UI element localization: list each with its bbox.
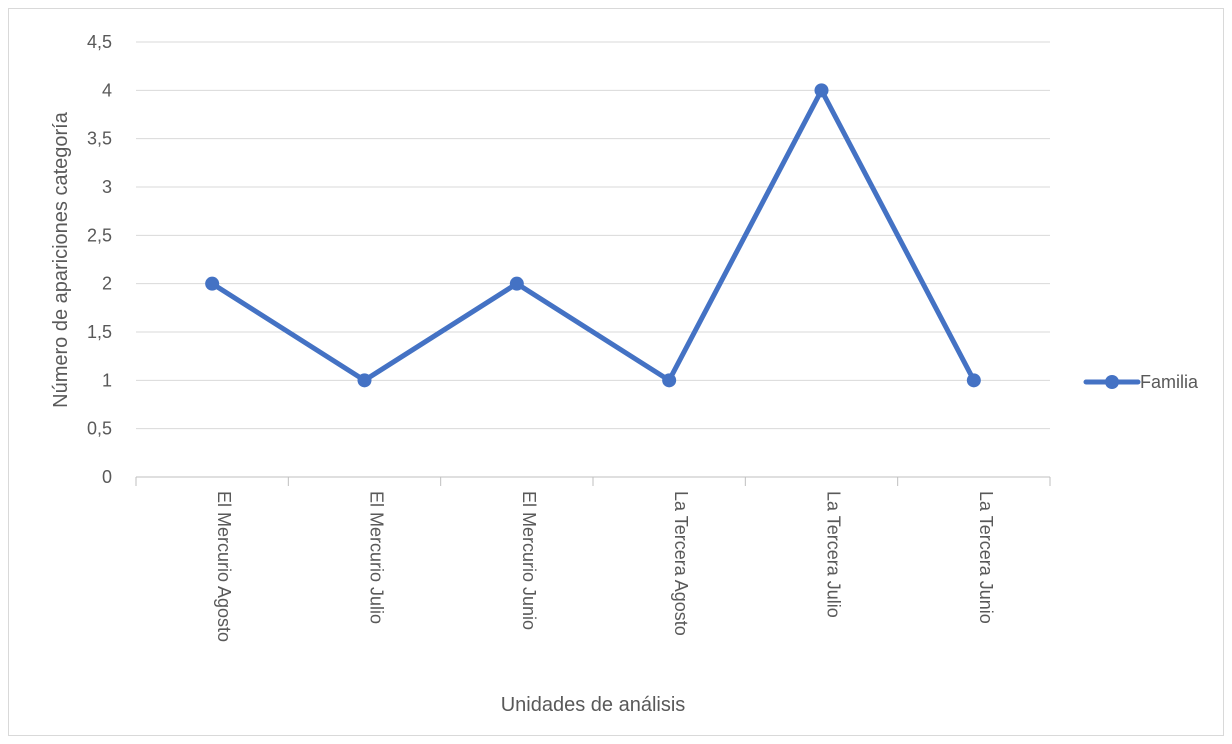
legend-marker (1105, 375, 1119, 389)
legend: Familia (1083, 372, 1199, 392)
x-tick-label: La Tercera Junio (976, 491, 996, 624)
data-point (205, 276, 220, 291)
x-tick-label: La Tercera Julio (824, 491, 844, 618)
data-point (357, 373, 372, 388)
x-tick-label: El Mercurio Julio (367, 491, 387, 624)
x-tick-label: El Mercurio Junio (519, 491, 539, 630)
x-tick-label: El Mercurio Agosto (214, 491, 234, 642)
x-axis-title: Unidades de análisis (501, 694, 686, 716)
y-tick-label: 4 (102, 80, 112, 100)
y-tick-label: 2,5 (87, 225, 112, 245)
y-tick-label: 3,5 (87, 129, 112, 149)
y-tick-label: 0,5 (87, 419, 112, 439)
y-tick-label: 0 (102, 467, 112, 487)
x-axis (135, 476, 1051, 486)
chart-frame (8, 8, 1224, 736)
x-tick-label: La Tercera Agosto (671, 491, 691, 636)
y-tick-label: 3 (102, 177, 112, 197)
y-tick-label: 4,5 (87, 32, 112, 52)
y-tick-label: 2 (102, 274, 112, 294)
data-point (509, 276, 524, 291)
series-layer (205, 83, 981, 388)
y-tick-label: 1,5 (87, 322, 112, 342)
series-line (209, 87, 977, 383)
data-point (814, 83, 829, 98)
y-axis-tick-labels: 0 0,5 1 1,5 2 2,5 3 3,5 4 4,5 (87, 32, 112, 487)
data-point (966, 373, 981, 388)
y-tick-label: 1 (102, 370, 112, 390)
data-point (662, 373, 677, 388)
gridlines (136, 41, 1050, 430)
x-axis-tick-labels: El Mercurio Agosto El Mercurio Julio El Me… (214, 491, 996, 642)
legend-label: Familia (1140, 372, 1199, 392)
y-axis-title: Número de apariciones categoría (50, 111, 72, 408)
